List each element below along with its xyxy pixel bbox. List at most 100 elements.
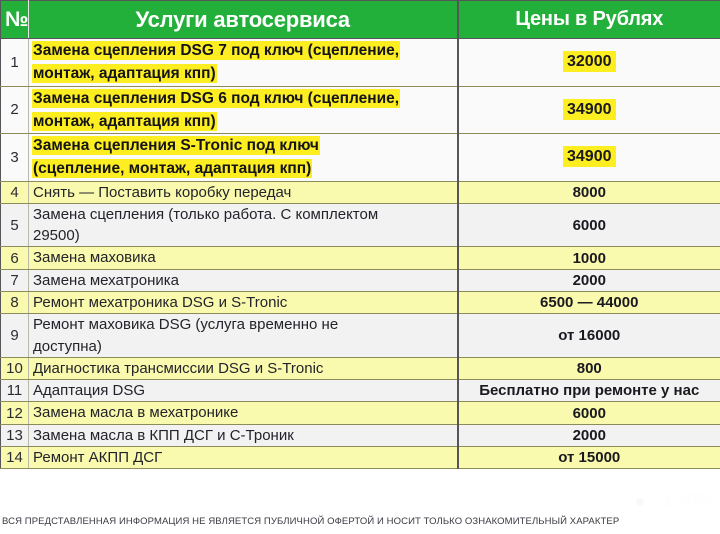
table-row: 1 Замена сцепления DSG 7 под ключ (сцепле… [0,38,720,87]
service-name-text: Ремонт маховика DSG (услуга временно не [33,316,339,334]
price-value: 34900 [564,99,615,119]
table-row: 10 Диагностика трансмиссии DSG и S-Tronic… [0,356,720,381]
column-header-price-label: Цены в Рублях [515,8,664,30]
row-number-cell: 10 [0,356,29,381]
table-row: 12 Замена масла в мехатронике 6000 [0,401,720,425]
service-name-line: Адаптация DSG [33,380,457,401]
table-row: 14 Ремонт АКПП ДСГ от 15000 [0,446,720,470]
row-number-cell: 3 [0,133,29,182]
service-name-line: Замена мехатроника [33,270,457,291]
price-value: 32000 [564,52,615,72]
service-name-cell: Замена сцепления DSG 6 под ключ (сцеплен… [28,85,459,134]
price-cell: 2000 [457,423,720,448]
row-number-cell: 7 [0,268,29,292]
service-name-line: (сцепление, монтаж, адаптация кпп) [33,157,457,180]
price-value: 2000 [572,271,606,289]
row-number-cell: 4 [0,180,29,204]
service-name-line: Ремонт мехатроника DSG и S-Tronic [33,292,457,313]
table-row: 3 Замена сцепления S-Tronic под ключ (сцеп… [0,133,720,182]
service-name-line: Замена сцепления (только работа. С компл… [33,204,457,225]
service-name-text: Замена масла в мехатронике [33,404,239,422]
service-name-text: Диагностика трансмиссии DSG и S-Tronic [33,359,324,377]
price-cell: Бесплатно при ремонте у нас [457,379,720,403]
service-name-cell: Замена масла в КПП ДСГ и С-Троник [28,423,459,448]
price-cell: 6500 — 44000 [457,290,720,315]
price-cell: от 16000 [457,313,720,358]
table-row: 2 Замена сцепления DSG 6 под ключ (сцепле… [0,85,720,134]
service-name-cell: Диагностика трансмиссии DSG и S-Tronic [28,356,459,381]
service-name-line: 29500) [33,225,457,246]
service-name-text: Замена масла в КПП ДСГ и С-Троник [33,426,294,444]
service-name-line: Замена сцепления DSG 7 под ключ (сцеплен… [33,39,457,62]
price-value: от 16000 [558,327,621,345]
row-number-cell: 6 [0,246,29,270]
table-body: 1 Замена сцепления DSG 7 под ключ (сцепле… [0,38,720,470]
service-name-line: монтаж, адаптация кпп) [33,110,457,133]
table-header-row: № Услуги автосервиса Цены в Рублях [0,0,720,39]
price-value: 6000 [572,404,606,422]
service-name-cell: Ремонт АКПП ДСГ [28,446,459,470]
table-header: № Услуги автосервиса Цены в Рублях [0,0,720,39]
table-row: 13 Замена масла в КПП ДСГ и С-Троник 2000 [0,423,720,448]
service-name-cell: Замена сцепления (только работа. С компл… [28,202,459,248]
service-name-text: (сцепление, монтаж, адаптация кпп) [33,160,312,178]
service-name-cell: Замена сцепления DSG 7 под ключ (сцеплен… [28,38,459,87]
price-value: 6500 — 44000 [540,294,639,312]
table-row: 11 Адаптация DSG Бесплатно при ремонте у н… [0,379,720,403]
price-value: 1000 [572,249,606,267]
price-value: 8000 [572,183,606,201]
service-name-cell: Адаптация DSG [28,379,459,403]
table-row: 7 Замена мехатроника 2000 [0,268,720,292]
service-name-text: монтаж, адаптация кпп) [33,65,216,83]
price-cell: 1000 [457,246,720,270]
price-cell: от 15000 [457,446,720,470]
service-name-text: Снять — Поставить коробку передач [33,183,292,201]
service-name-text: Адаптация DSG [33,382,146,400]
service-name-text: Замена сцепления (только работа. С компл… [33,205,379,223]
service-name-text: Ремонт мехатроника DSG и S-Tronic [33,293,288,311]
service-name-line: Замена масла в мехатронике [33,402,457,423]
price-cell: 8000 [457,180,720,204]
service-name-line: доступна) [33,336,457,357]
row-number-cell: 1 [0,38,29,87]
service-name-text: 29500) [33,227,80,245]
column-header-service: Услуги автосервиса [28,0,459,39]
price-value: Бесплатно при ремонте у нас [479,382,700,400]
service-name-line: Замена маховика [33,247,457,268]
column-header-price: Цены в Рублях [457,0,720,39]
service-name-line: Диагностика трансмиссии DSG и S-Tronic [33,358,457,379]
table-row: 8 Ремонт мехатроника DSG и S-Tronic 6500 —… [0,290,720,315]
table-row: 5 Замена сцепления (только работа. С комп… [0,202,720,248]
price-cell: 34900 [457,133,720,182]
service-name-line: Ремонт маховика DSG (услуга временно не [33,314,457,335]
service-name-line: Замена масла в КПП ДСГ и С-Троник [33,425,457,446]
price-value: 34900 [564,147,615,167]
service-name-text: Ремонт АКПП ДСГ [33,449,163,467]
column-header-service-label: Услуги автосервиса [135,6,351,32]
price-value: 6000 [572,216,606,234]
service-name-text: Замена сцепления DSG 7 под ключ (сцеплен… [33,42,400,59]
column-header-number: № [0,0,29,39]
service-name-text: Замена сцепления S-Tronic под ключ [33,137,319,154]
price-cell: 32000 [457,38,720,87]
column-header-number-label: № [5,7,29,31]
row-number-cell: 8 [0,290,29,315]
service-name-text: доступна) [33,337,102,355]
disclaimer-text: ВСЯ ПРЕДСТАВЛЕННАЯ ИНФОРМАЦИЯ НЕ ЯВЛЯЕТС… [2,516,620,527]
price-cell: 6000 [457,401,720,425]
service-name-text: Замена сцепления DSG 6 под ключ (сцеплен… [33,89,400,107]
price-cell: 6000 [457,202,720,248]
table-row: 6 Замена маховика 1000 [0,246,720,270]
service-name-text: монтаж, адаптация кпп) [33,112,216,130]
table-row: 4 Снять — Поставить коробку передач 8000 [0,180,720,204]
service-name-cell: Ремонт маховика DSG (услуга временно не д… [28,313,459,358]
row-number-cell: 2 [0,85,29,134]
avito-logo-icon [624,486,657,518]
price-table: № Услуги автосервиса Цены в Рублях 1 Заме… [0,0,720,470]
service-name-line: Замена сцепления S-Tronic под ключ [33,134,457,157]
price-cell: 800 [457,356,720,381]
price-cell: 2000 [457,268,720,292]
service-name-cell: Замена маховика [28,246,459,270]
service-name-line: Замена сцепления DSG 6 под ключ (сцеплен… [33,87,457,110]
row-number-cell: 11 [0,379,29,403]
